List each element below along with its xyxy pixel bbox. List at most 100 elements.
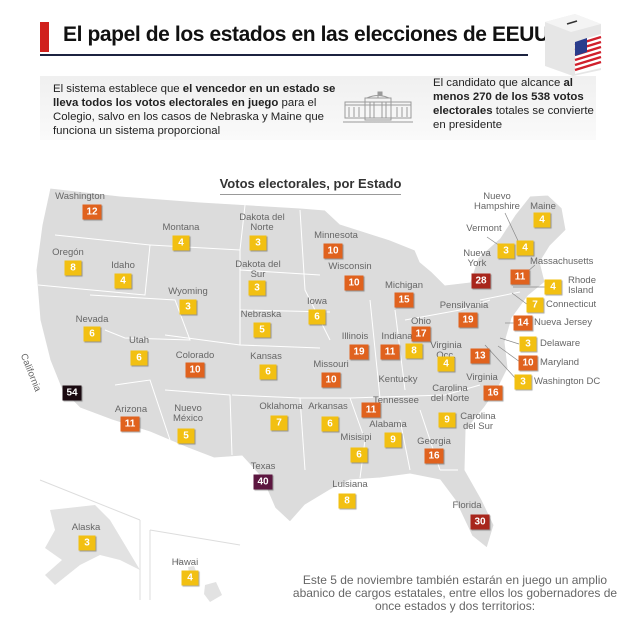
state-label-iowa: Iowa [306,296,328,307]
state-label-idaho: Idaho [111,260,135,271]
state-label-carolina-del-sur: Carolina del Sur [460,411,496,432]
state-label-nueva-jersey: Nueva Jersey [534,317,593,328]
electoral-votes-badge-wyoming: 3 [179,299,197,315]
state-label-misisipi: Misisipi [340,432,372,443]
state-label-rhode-island: Rhode Island [568,275,596,296]
electoral-votes-badge-alaska: 3 [78,535,96,551]
state-label-nevada: Nevada [75,314,109,325]
intro-text: El candidato que alcance [433,77,564,89]
electoral-votes-badge-nueva-york: 28 [471,273,491,289]
state-label-dakota-del-norte: Dakota del Norte [239,212,285,233]
state-label-georgia: Georgia [417,436,451,447]
electoral-votes-badge-texas: 40 [253,474,273,490]
electoral-votes-badge-connecticut: 7 [526,297,544,313]
state-label-maryland: Maryland [540,357,580,368]
electoral-votes-badge-oregon: 8 [64,260,82,276]
hawaii-shape [175,558,182,564]
state-label-connecticut: Connecticut [546,299,597,310]
electoral-votes-badge-missouri: 10 [321,372,341,388]
electoral-votes-badge-luisiana: 8 [338,493,356,509]
electoral-votes-badge-minnesota: 10 [323,243,343,259]
state-label-utah: Utah [128,335,150,346]
electoral-votes-badge-delaware: 3 [519,336,537,352]
state-label-montana: Montana [162,222,200,233]
electoral-votes-badge-washington-dc: 3 [514,374,532,390]
electoral-votes-badge-colorado: 10 [185,362,205,378]
state-label-hawai: Hawai [171,557,199,568]
white-house-icon [343,91,413,123]
electoral-votes-badge-massachusetts: 11 [510,269,530,285]
electoral-votes-badge-montana: 4 [172,235,190,251]
electoral-votes-badge-nebraska: 5 [253,322,271,338]
page-title: El papel de los estados en las eleccione… [63,23,549,46]
electoral-votes-badge-california: 54 [62,385,82,401]
electoral-votes-badge-carolina-del-norte: 16 [483,385,503,401]
state-label-massachusetts: Massachusetts [530,256,594,267]
electoral-votes-badge-florida: 30 [470,514,490,530]
electoral-votes-badge-michigan: 15 [394,292,414,308]
state-label-luisiana: Luisiana [332,479,368,490]
state-label-nuevo-hampshire: Nuevo Hampshire [474,191,520,212]
state-label-pensilvania: Pensilvania [439,300,489,311]
intro-panel: El sistema establece que el vencedor en … [40,76,596,140]
intro-left-text: El sistema establece que el vencedor en … [53,82,343,138]
state-label-delaware: Delaware [540,338,581,349]
ballot-box-us-flag-icon [545,14,602,76]
electoral-votes-badge-maryland: 10 [518,355,538,371]
electoral-votes-badge-washington: 12 [82,204,102,220]
electoral-votes-badge-nevada: 6 [83,326,101,342]
electoral-votes-badge-maine: 4 [533,212,551,228]
state-label-michigan: Michigan [384,280,424,291]
electoral-votes-badge-nuevo-hampshire: 4 [516,240,534,256]
state-label-indiana: Indiana [381,331,413,342]
electoral-votes-badge-virginia-occ: 4 [437,356,455,372]
electoral-votes-badge-carolina-del-sur: 9 [438,412,456,428]
electoral-votes-badge-nueva-jersey: 14 [513,315,533,331]
state-label-florida: Florida [452,500,482,511]
electoral-votes-badge-iowa: 6 [308,309,326,325]
state-label-kansas: Kansas [250,351,282,362]
state-label-alaska: Alaska [71,522,101,533]
electoral-votes-badge-arkansas: 6 [321,416,339,432]
electoral-votes-badge-wisconsin: 10 [344,275,364,291]
electoral-votes-badge-alabama: 9 [384,432,402,448]
map-subtitle-text: Votos electorales, por Estado [219,176,402,195]
state-label-maine: Maine [530,201,556,212]
state-label-vermont: Vermont [466,223,502,234]
state-label-illinois: Illinois [341,331,369,342]
state-label-arkansas: Arkansas [308,401,348,412]
electoral-votes-badge-kansas: 6 [259,364,277,380]
electoral-votes-badge-dakota-del-norte: 3 [249,235,267,251]
intro-right-text: El candidato que alcance al menos 270 de… [433,76,603,132]
state-label-nebraska: Nebraska [240,309,282,320]
intro-text: El sistema establece que [53,83,183,95]
electoral-votes-badge-indiana: 11 [380,344,400,360]
state-label-wisconsin: Wisconsin [328,261,372,272]
state-label-carolina-del-norte: Carolina del Norte [430,383,470,404]
state-label-tennessee: Tennessee [373,395,419,406]
state-label-alabama: Alabama [369,419,407,430]
state-label-virginia-occ: Virginia Occ. [430,340,462,361]
electoral-votes-badge-hawai: 4 [181,570,199,586]
state-label-nuevo-mexico: Nuevo México [172,403,204,424]
state-label-minnesota: Minnesota [314,230,358,241]
intro-bold-text: el vencedor en un estado se lleva todos … [53,83,336,109]
footer-note: Este 5 de noviembre también estarán en j… [292,573,618,613]
state-label-nueva-york: Nueva York [463,248,491,269]
electoral-votes-badge-virginia: 13 [470,348,490,364]
intro-text: totales se convierte en presidente [433,105,594,131]
electoral-votes-badge-dakota-del-sur: 3 [248,280,266,296]
electoral-votes-badge-rhode-island: 4 [544,279,562,295]
state-label-dakota-del-sur: Dakota del Sur [235,259,281,280]
electoral-votes-badge-tennessee: 11 [361,402,381,418]
electoral-votes-badge-ohio: 17 [411,326,431,342]
state-label-missouri: Missouri [313,359,349,370]
state-label-washington-dc: Washington DC [534,376,601,387]
state-label-ohio: Ohio [410,316,432,327]
electoral-votes-badge-nuevo-mexico: 5 [177,428,195,444]
electoral-votes-badge-illinois: 19 [349,344,369,360]
state-label-virginia: Virginia [466,372,498,383]
electoral-votes-badge-misisipi: 6 [350,447,368,463]
state-label-oklahoma: Oklahoma [259,401,303,412]
state-label-washington: Washington [55,191,105,202]
